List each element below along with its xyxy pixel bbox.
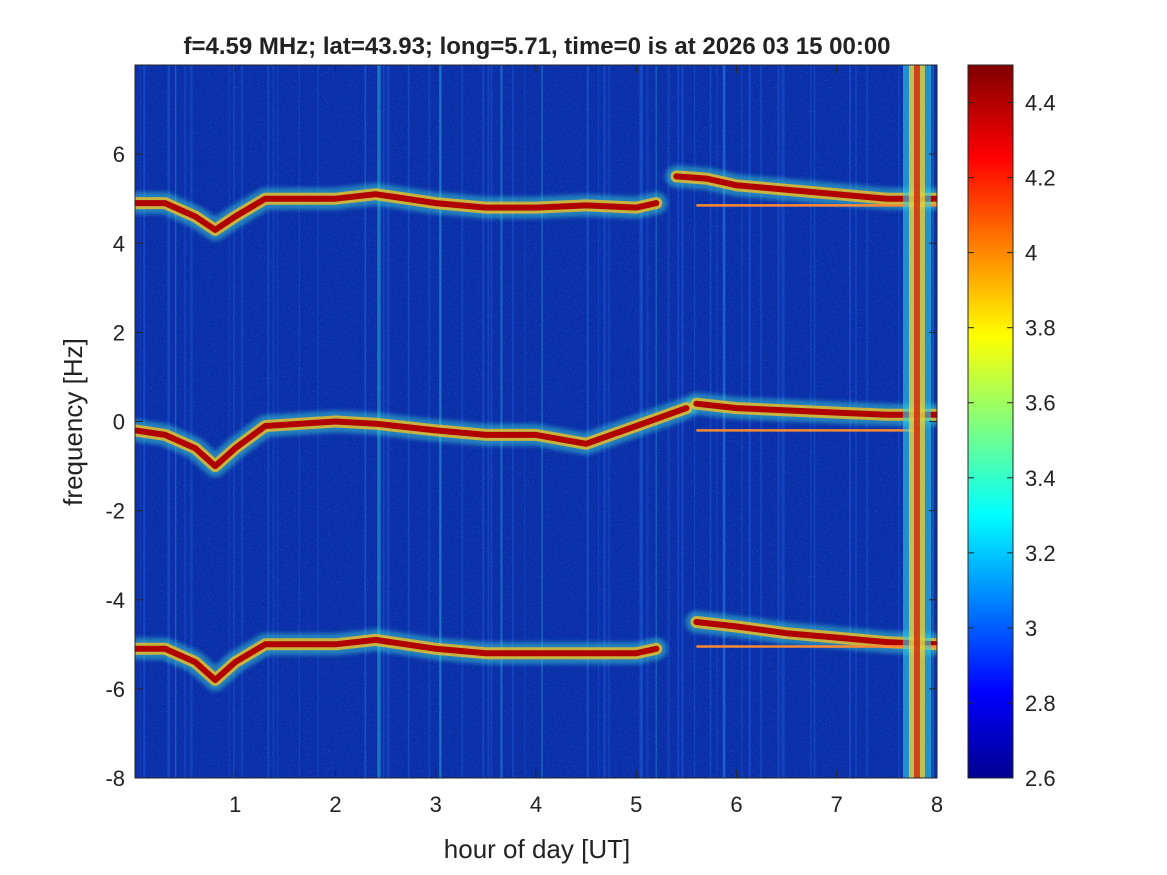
- x-axis: 1 2 3 4 5 6 7 8: [229, 65, 943, 817]
- x-tick-label: 3: [430, 792, 442, 817]
- colorbar-tick-label: 4: [1025, 241, 1037, 266]
- x-axis-label: hour of day [UT]: [444, 834, 630, 864]
- y-axis-label: frequency [Hz]: [58, 338, 88, 506]
- colorbar-tick-label: 4.2: [1025, 166, 1056, 191]
- y-tick-label: -4: [105, 588, 125, 613]
- doppler-trace-1: [135, 405, 690, 470]
- y-tick-label: 4: [113, 231, 125, 256]
- colorbar-tick-label: 3.6: [1025, 391, 1056, 416]
- colorbar: 4.4 4.2 4 3.8 3.6 3.4 3.2 3 2.8 2.6: [967, 64, 1056, 791]
- x-tick-label: 8: [931, 792, 943, 817]
- colorbar-tick-label: 3: [1025, 616, 1037, 641]
- colorbar-tick-label: 3.4: [1025, 466, 1056, 491]
- y-tick-label: -6: [105, 677, 125, 702]
- chart-title: f=4.59 MHz; lat=43.93; long=5.71, time=0…: [183, 33, 890, 60]
- colorbar-gradient: [967, 64, 1014, 779]
- colorbar-tick-label: 2.6: [1025, 766, 1056, 791]
- x-tick-label: 5: [630, 792, 642, 817]
- x-tick-label: 2: [329, 792, 341, 817]
- doppler-trace-3: [673, 173, 937, 202]
- band-core: [913, 65, 920, 778]
- y-tick-label: 2: [113, 320, 125, 345]
- y-tick-label: 6: [113, 142, 125, 167]
- colorbar-ticks: 4.4 4.2 4 3.8 3.6 3.4 3.2 3 2.8 2.6: [968, 91, 1056, 791]
- doppler-trace-5: [693, 619, 937, 648]
- doppler-trace-0: [135, 191, 660, 233]
- y-axis: 6 4 2 0 -2 -4 -6 -8: [105, 142, 937, 791]
- doppler-trace-2: [135, 636, 660, 683]
- plot-area: [135, 65, 937, 778]
- x-tick-label: 6: [730, 792, 742, 817]
- x-tick-label: 4: [530, 792, 542, 817]
- colorbar-tick-label: 3.8: [1025, 316, 1056, 341]
- colorbar-tick-label: 3.2: [1025, 541, 1056, 566]
- doppler-trace-4: [693, 400, 937, 418]
- x-tick-label: 7: [831, 792, 843, 817]
- broadband-interference-band: [902, 65, 931, 778]
- y-tick-label: 0: [113, 410, 125, 435]
- colorbar-tick-label: 4.4: [1025, 91, 1056, 116]
- doppler-traces: [135, 170, 937, 686]
- y-tick-label: -2: [105, 499, 125, 524]
- colorbar-tick-label: 2.8: [1025, 691, 1056, 716]
- x-tick-label: 1: [229, 792, 241, 817]
- y-tick-label: -8: [105, 766, 125, 791]
